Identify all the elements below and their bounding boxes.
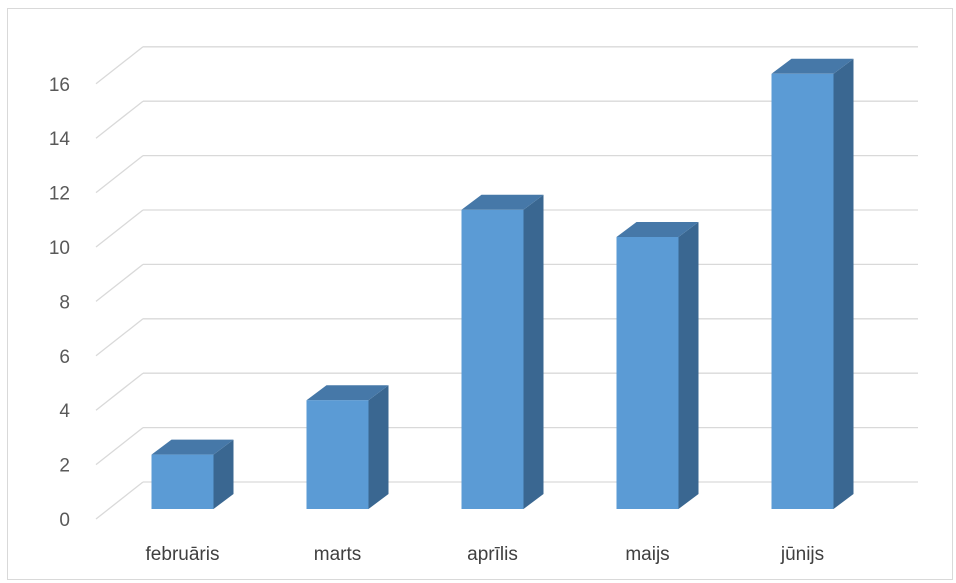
x-category-label: maijs — [625, 544, 669, 565]
wall-gridline-14 — [95, 100, 144, 139]
y-tick-label: 4 — [59, 401, 70, 422]
bar-side — [368, 385, 389, 509]
wall-gridline-4 — [95, 372, 144, 411]
y-tick-label: 12 — [49, 184, 70, 205]
wall-gridline-0 — [95, 481, 144, 520]
y-tick-label: 14 — [49, 129, 71, 150]
y-tick-label: 10 — [49, 238, 70, 259]
wall-gridline-2 — [95, 427, 144, 466]
bar-front — [461, 209, 524, 510]
x-category-label: aprīlis — [467, 544, 518, 565]
y-tick-label: 6 — [59, 347, 70, 368]
bar-jūnijs — [771, 58, 854, 510]
y-tick-label: 8 — [59, 292, 70, 313]
bar-aprīlis — [461, 194, 544, 510]
bar-maijs — [616, 222, 699, 509]
bar-front — [151, 454, 214, 509]
y-tick-label: 2 — [59, 456, 70, 477]
bar-marts — [306, 385, 389, 509]
y-axis: 0 2 4 6 8 10 12 14 16 — [49, 75, 71, 531]
bar-februāris — [151, 439, 234, 509]
bar-top — [616, 222, 699, 237]
wall-gridline-12 — [95, 155, 144, 194]
bar-top — [771, 58, 854, 74]
bar-side — [523, 194, 544, 510]
bar-top — [306, 385, 389, 401]
x-category-label: marts — [314, 544, 362, 565]
wall-gridline-8 — [95, 263, 144, 302]
bar-front — [306, 400, 369, 509]
wall-gridline-16 — [95, 46, 144, 85]
bar-top — [461, 194, 544, 210]
x-category-label: februāris — [146, 544, 220, 565]
bar-side — [833, 58, 854, 510]
x-axis: februāris marts aprīlis maijs jūnijs — [146, 544, 825, 565]
y-tick-label: 16 — [49, 75, 70, 96]
bar-front — [771, 73, 834, 510]
bar-side — [213, 439, 234, 509]
wall-gridline-6 — [95, 318, 144, 357]
bar-front — [616, 237, 679, 509]
bar-top — [151, 439, 234, 455]
y-tick-label: 0 — [59, 510, 70, 531]
bars — [151, 58, 854, 510]
bar-side — [678, 222, 699, 509]
wall-gridline-10 — [95, 209, 144, 248]
x-category-label: jūnijs — [780, 544, 824, 565]
